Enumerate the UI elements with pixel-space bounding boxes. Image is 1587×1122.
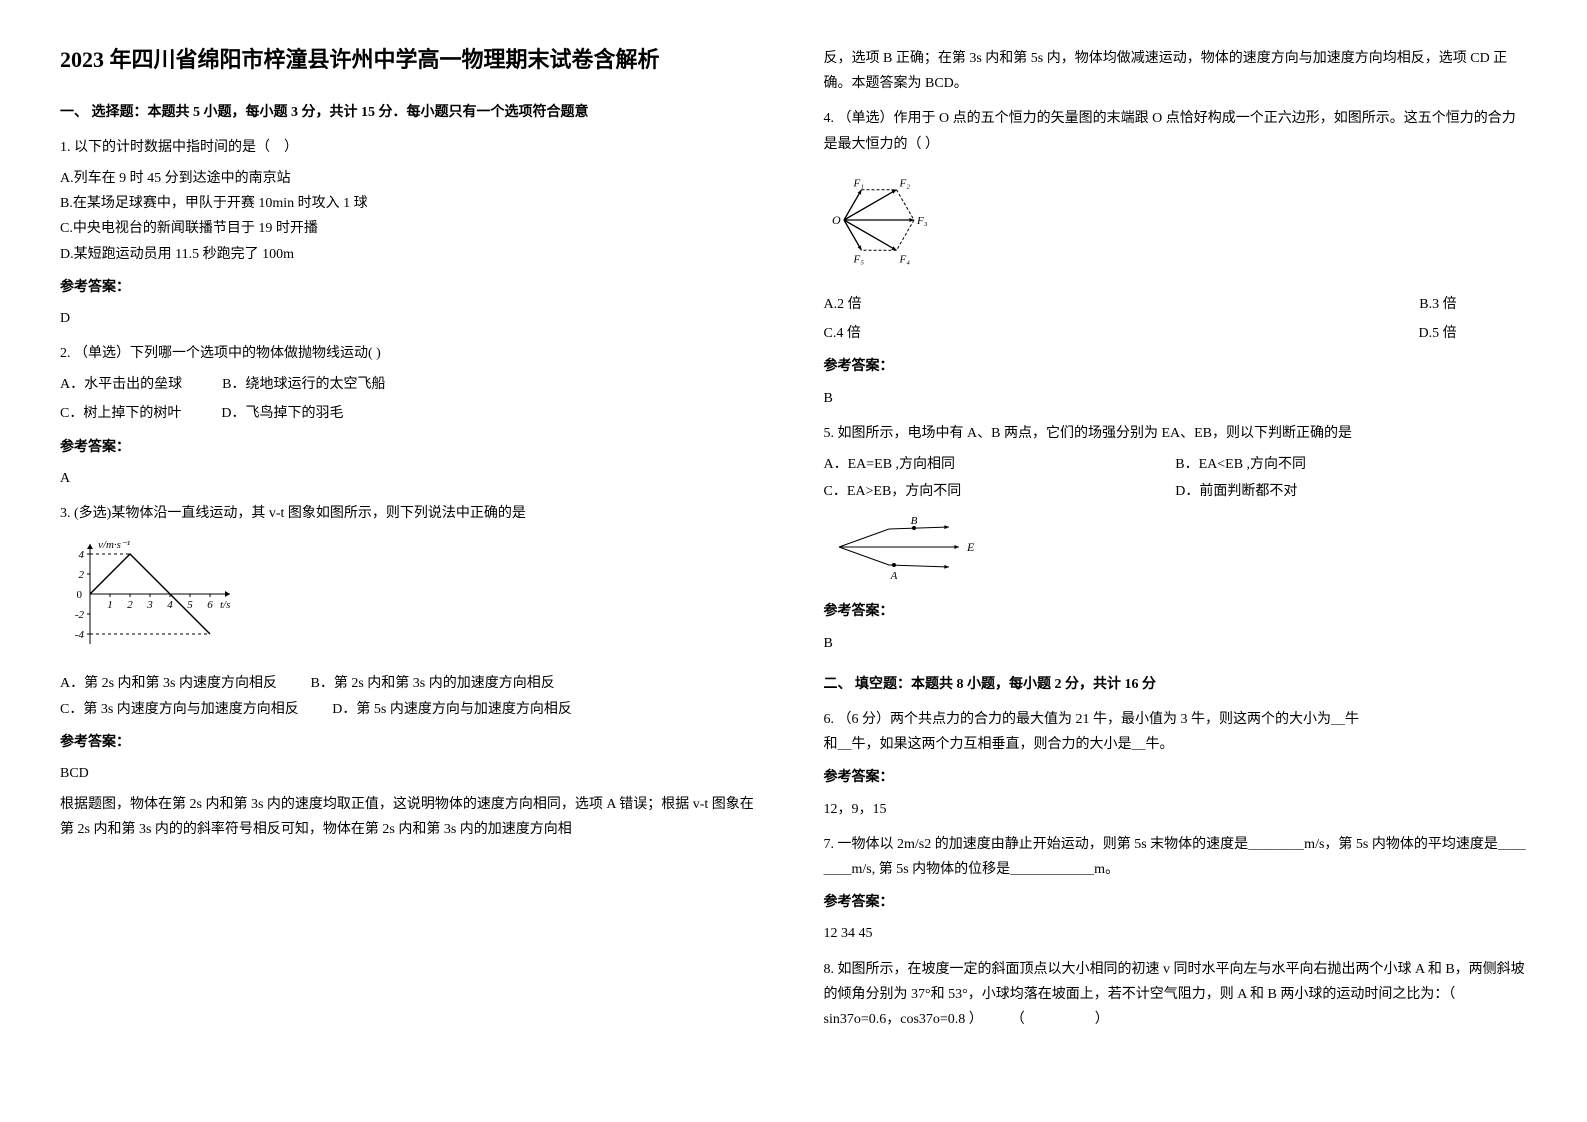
q6-text2: 和＿牛，如果这两个力互相垂直，则合力的大小是＿牛。: [824, 732, 1528, 757]
svg-text:5: 5: [187, 599, 193, 611]
svg-text:O: O: [832, 213, 841, 227]
svg-text:A: A: [889, 570, 897, 582]
section2-header: 二、 填空题：本题共 8 小题，每小题 2 分，共计 16 分: [824, 672, 1528, 697]
q1-answer: D: [60, 306, 764, 331]
q1-optA: A.列车在 9 时 45 分到达途中的南京站: [60, 166, 764, 191]
q6-answer: 12，9，15: [824, 797, 1528, 822]
q3-text: 3. (多选)某物体沿一直线运动，其 v-t 图象如图所示，则下列说法中正确的是: [60, 501, 764, 526]
q4-answer-label: 参考答案：: [824, 354, 1528, 379]
q6-text1: 6. （6 分）两个共点力的合力的最大值为 21 牛，最小值为 3 牛，则这两个…: [824, 707, 1528, 732]
q4-text: 4. （单选）作用于 O 点的五个恒力的矢量图的末端跟 O 点恰好构成一个正六边…: [824, 106, 1528, 156]
question-5: 5. 如图所示，电场中有 A、B 两点，它们的场强分别为 EA、EB，则以下判断…: [824, 421, 1528, 656]
svg-text:4: 4: [167, 599, 173, 611]
svg-text:-4: -4: [75, 629, 85, 641]
q3-explanation: 根据题图，物体在第 2s 内和第 3s 内的速度均取正值，这说明物体的速度方向相…: [60, 792, 764, 842]
svg-text:4: 4: [79, 549, 85, 561]
question-7: 7. 一物体以 2m/s2 的加速度由静止开始运动，则第 5s 末物体的速度是＿…: [824, 832, 1528, 947]
q6-answer-label: 参考答案：: [824, 765, 1528, 790]
q3-answer-label: 参考答案：: [60, 730, 764, 755]
q2-answer-label: 参考答案：: [60, 435, 764, 460]
q2-text: 2. （单选）下列哪一个选项中的物体做抛物线运动( ): [60, 341, 764, 366]
svg-text:1: 1: [107, 599, 113, 611]
section1-header: 一、 选择题：本题共 5 小题，每小题 3 分，共计 15 分．每小题只有一个选…: [60, 100, 764, 125]
q5-diagram: B A E: [824, 512, 1528, 591]
svg-text:F₁: F₁: [852, 177, 864, 189]
q8-text: 8. 如图所示，在坡度一定的斜面顶点以大小相同的初速 v 同时水平向左与水平向右…: [824, 957, 1528, 1033]
q3-explanation-cont: 反，选项 B 正确；在第 3s 内和第 5s 内，物体均做减速运动，物体的速度方…: [824, 46, 1528, 96]
q3-chart: -4 -2 2 4 0 1 2 3 4 5 6 v/m·s⁻¹ t/s: [60, 534, 764, 663]
q5-optA: A．EA=EB ,方向相同: [824, 452, 1176, 477]
q1-optB: B.在某场足球赛中，甲队于开赛 10min 时攻入 1 球: [60, 191, 764, 216]
q5-answer-label: 参考答案：: [824, 599, 1528, 624]
svg-text:3: 3: [146, 599, 153, 611]
q7-answer: 12 34 45: [824, 921, 1528, 946]
svg-text:F₃: F₃: [916, 215, 928, 227]
question-4: 4. （单选）作用于 O 点的五个恒力的矢量图的末端跟 O 点恰好构成一个正六边…: [824, 106, 1528, 410]
q1-text: 1. 以下的计时数据中指时间的是（ ）: [60, 135, 764, 160]
q4-optC: C.4 倍: [824, 321, 861, 346]
svg-text:6: 6: [207, 599, 213, 611]
q5-text: 5. 如图所示，电场中有 A、B 两点，它们的场强分别为 EA、EB，则以下判断…: [824, 421, 1528, 446]
q2-answer: A: [60, 466, 764, 491]
question-3: 3. (多选)某物体沿一直线运动，其 v-t 图象如图所示，则下列说法中正确的是…: [60, 501, 764, 843]
q2-optA: A．水平击出的垒球: [60, 372, 182, 397]
q4-optA: A.2 倍: [824, 292, 862, 317]
svg-text:F₅: F₅: [852, 253, 864, 265]
svg-text:-2: -2: [75, 609, 85, 621]
q3-optA: A．第 2s 内和第 3s 内速度方向相反: [60, 676, 277, 691]
q3-optB-part1: B．第 2s 内和第 3s 内的加速度方向相反: [311, 676, 555, 691]
question-1: 1. 以下的计时数据中指时间的是（ ） A.列车在 9 时 45 分到达途中的南…: [60, 135, 764, 331]
q3-answer: BCD: [60, 761, 764, 786]
q4-optB: B.3 倍: [1419, 292, 1456, 317]
q1-optC: C.中央电视台的新闻联播节目于 19 时开播: [60, 216, 764, 241]
q7-answer-label: 参考答案：: [824, 890, 1528, 915]
q2-optC: C．树上掉下的树叶: [60, 401, 181, 426]
q4-answer: B: [824, 386, 1528, 411]
question-2: 2. （单选）下列哪一个选项中的物体做抛物线运动( ) A．水平击出的垒球 B．…: [60, 341, 764, 491]
q3-optD: D．第 5s 内速度方向与加速度方向相反: [332, 702, 572, 717]
q4-diagram: O F₁ F₂ F₃ F₄ F₅: [824, 165, 1528, 284]
svg-text:F₂: F₂: [898, 177, 910, 189]
svg-text:E: E: [966, 540, 975, 554]
q5-optC: C．EA>EB，方向不同: [824, 479, 1176, 504]
q1-answer-label: 参考答案：: [60, 275, 764, 300]
svg-text:2: 2: [79, 569, 85, 581]
q1-optD: D.某短跑运动员用 11.5 秒跑完了 100m: [60, 242, 764, 267]
svg-text:2: 2: [127, 599, 133, 611]
question-6: 6. （6 分）两个共点力的合力的最大值为 21 牛，最小值为 3 牛，则这两个…: [824, 707, 1528, 822]
q3-optC: C．第 3s 内速度方向与加速度方向相反: [60, 702, 299, 717]
q5-optB: B．EA<EB ,方向不同: [1175, 452, 1527, 477]
q2-optD: D．飞鸟掉下的羽毛: [221, 401, 343, 426]
question-8: 8. 如图所示，在坡度一定的斜面顶点以大小相同的初速 v 同时水平向左与水平向右…: [824, 957, 1528, 1033]
svg-text:t/s: t/s: [220, 599, 230, 611]
q4-optD: D.5 倍: [1419, 321, 1457, 346]
svg-text:0: 0: [77, 589, 83, 601]
svg-text:B: B: [910, 515, 917, 527]
svg-text:F₄: F₄: [898, 253, 910, 265]
q7-text: 7. 一物体以 2m/s2 的加速度由静止开始运动，则第 5s 末物体的速度是＿…: [824, 832, 1528, 882]
q5-answer: B: [824, 631, 1528, 656]
q5-optD: D．前面判断都不对: [1175, 479, 1527, 504]
svg-text:v/m·s⁻¹: v/m·s⁻¹: [98, 539, 130, 551]
q2-optB: B．绕地球运行的太空飞船: [222, 372, 385, 397]
page-title: 2023 年四川省绵阳市梓潼县许州中学高一物理期末试卷含解析: [60, 40, 764, 80]
